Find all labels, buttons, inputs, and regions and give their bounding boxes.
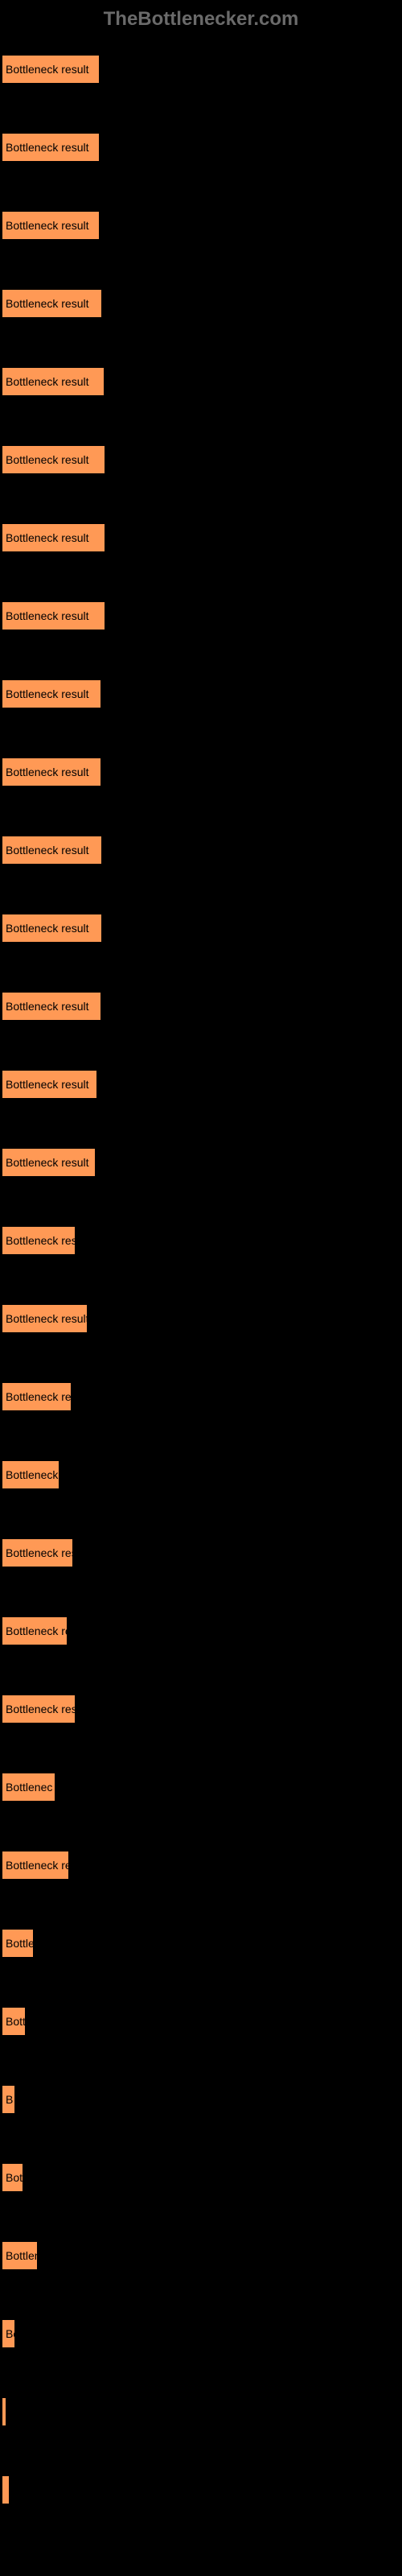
bar-label: Bottleneck re — [6, 1624, 68, 1637]
bar-label: Bottlenec — [6, 1781, 52, 1794]
bar: Bottleneck res — [2, 1538, 73, 1567]
bar: Bottleneck result — [2, 836, 102, 865]
bar-row: Bott — [2, 2007, 400, 2036]
bar: Bottleneck result — [2, 1304, 88, 1333]
bar-label: Bottlen — [6, 2249, 38, 2262]
bar-row: Bottle — [2, 1929, 400, 1958]
bar-row: Bottleneck result — [2, 1070, 400, 1099]
bar-row: Bottleneck result — [2, 133, 400, 162]
bar: Bottleneck resu — [2, 1695, 76, 1724]
bar: Bottle — [2, 1929, 34, 1958]
bar-row: Bottleneck result — [2, 758, 400, 786]
bar-label: Bottleneck res — [6, 1390, 72, 1403]
bar-row — [2, 2397, 400, 2426]
bar-row: Bottleneck result — [2, 445, 400, 474]
bar-label: Bottleneck result — [6, 1000, 89, 1013]
bar-row: Bottlen — [2, 2241, 400, 2270]
bar: Bott — [2, 2007, 26, 2036]
bar-row: Bo — [2, 2319, 400, 2348]
bar: Bottleneck resu — [2, 1226, 76, 1255]
bar: Bottleneck result — [2, 289, 102, 318]
bar: Bottleneck result — [2, 211, 100, 240]
bar-row — [2, 2475, 400, 2504]
bar-row: Bottleneck resu — [2, 1695, 400, 1724]
bar: Bottleneck re — [2, 1851, 69, 1880]
bar-row: Bottleneck result — [2, 55, 400, 84]
bar: Bottleneck result — [2, 679, 101, 708]
bar-label: Bott — [6, 2015, 26, 2028]
bar: Bottleneck result — [2, 523, 105, 552]
bar-label: Bottleneck result — [6, 375, 89, 388]
bar-row: Bottleneck result — [2, 1304, 400, 1333]
bar-label: Bottleneck result — [6, 844, 89, 857]
bar: Bottleneck re — [2, 1616, 68, 1645]
bar — [2, 2475, 10, 2504]
bar-row: Bottleneck result — [2, 1148, 400, 1177]
bar-label: Bottleneck result — [6, 609, 89, 622]
bar: Bottleneck res — [2, 1382, 72, 1411]
bar-row: Bottleneck result — [2, 367, 400, 396]
bar-row: Bottleneck result — [2, 601, 400, 630]
header-title: TheBottlenecker.com — [104, 8, 299, 30]
page-header: TheBottlenecker.com — [0, 0, 402, 55]
bar-label: Bottleneck result — [6, 922, 89, 935]
bar-row: Bottleneck result — [2, 679, 400, 708]
bar — [2, 2397, 6, 2426]
bar-label: Bottleneck result — [6, 1312, 88, 1325]
bar-label: Bottleneck result — [6, 1156, 89, 1169]
bar: Bottleneck result — [2, 758, 101, 786]
bar: Bottleneck result — [2, 1148, 96, 1177]
bar-row: Bottleneck result — [2, 211, 400, 240]
bar-row: Bottleneck result — [2, 523, 400, 552]
bar: Bottleneck result — [2, 133, 100, 162]
bar-label: Bottleneck result — [6, 297, 89, 310]
bar: Bottlenec — [2, 1773, 55, 1802]
bar: Bottleneck result — [2, 367, 105, 396]
bar-label: B — [6, 2093, 13, 2106]
bar: Bottleneck result — [2, 914, 102, 943]
bar: Bottleneck result — [2, 55, 100, 84]
bar-label: Bottle — [6, 1937, 34, 1950]
bar-label: Bottleneck result — [6, 531, 89, 544]
bar-row: Bottleneck result — [2, 992, 400, 1021]
bar-label: Bottleneck result — [6, 141, 89, 154]
bar-row: Bottleneck re — [2, 1851, 400, 1880]
bar: Bottleneck result — [2, 1070, 97, 1099]
bar-row: Bottleneck resu — [2, 1226, 400, 1255]
bar: Bot — [2, 2163, 23, 2192]
bar-label: Bottleneck result — [6, 63, 89, 76]
bar-label: Bottleneck result — [6, 687, 89, 700]
bar-label: Bot — [6, 2171, 23, 2184]
bar-label: Bottleneck result — [6, 1078, 89, 1091]
bar-row: Bottlenec — [2, 1773, 400, 1802]
bar-row: Bottleneck result — [2, 836, 400, 865]
bar: Bottlen — [2, 2241, 38, 2270]
bar-label: Bottleneck result — [6, 219, 89, 232]
bar-row: Bot — [2, 2163, 400, 2192]
bar-row: Bottleneck re — [2, 1616, 400, 1645]
bar-label: Bottleneck result — [6, 453, 89, 466]
bar: Bottleneck result — [2, 601, 105, 630]
bar: Bottleneck — [2, 1460, 59, 1489]
bar-label: Bo — [6, 2327, 15, 2340]
bar: Bottleneck result — [2, 445, 105, 474]
bar-label: Bottleneck — [6, 1468, 58, 1481]
bar-row: Bottleneck res — [2, 1538, 400, 1567]
bar-label: Bottleneck resu — [6, 1703, 76, 1715]
bar-row: Bottleneck res — [2, 1382, 400, 1411]
bar-label: Bottleneck re — [6, 1859, 69, 1872]
bar-label: Bottleneck result — [6, 766, 89, 778]
bar-row: Bottleneck result — [2, 289, 400, 318]
bar: Bottleneck result — [2, 992, 101, 1021]
bar-label: Bottleneck resu — [6, 1234, 76, 1247]
bar-row: Bottleneck — [2, 1460, 400, 1489]
bar: B — [2, 2085, 15, 2114]
bar-row: B — [2, 2085, 400, 2114]
bar: Bo — [2, 2319, 15, 2348]
bar-row: Bottleneck result — [2, 914, 400, 943]
bar-chart: Bottleneck result Bottleneck result Bottle… — [0, 55, 402, 2504]
bar-label: Bottleneck res — [6, 1546, 73, 1559]
